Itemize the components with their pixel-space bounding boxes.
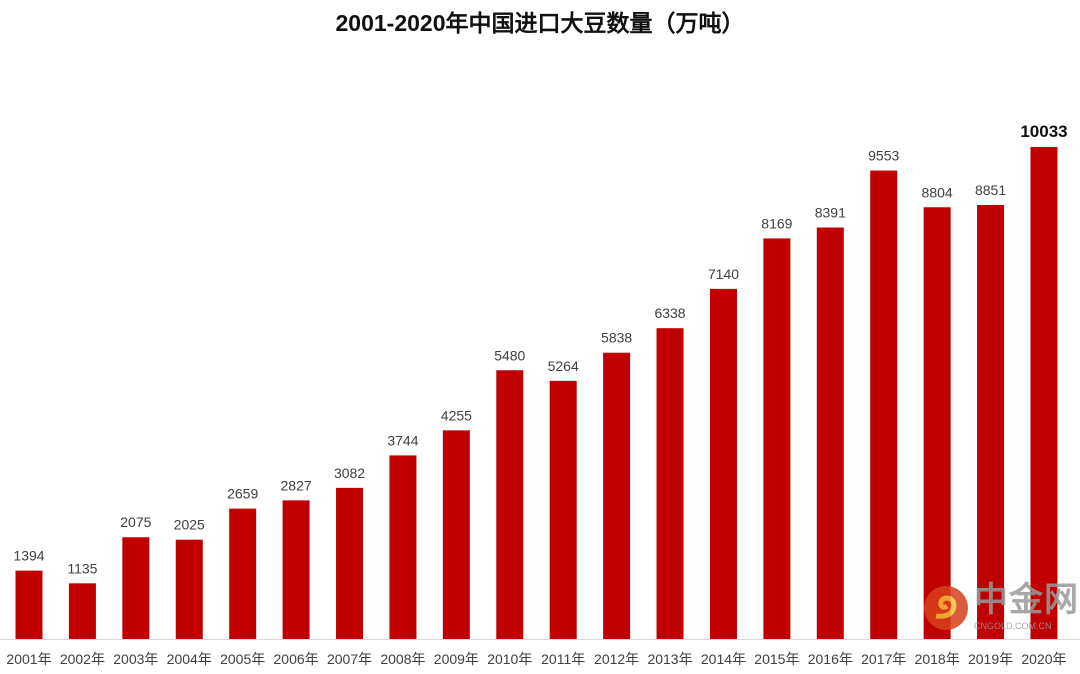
x-tick-label: 2009年 bbox=[434, 651, 479, 667]
bar bbox=[977, 204, 1005, 639]
watermark-sub: CNGOLD.COM.CN bbox=[974, 621, 1052, 631]
x-tick-label: 2015年 bbox=[754, 651, 799, 667]
bar bbox=[816, 227, 844, 639]
x-tick-label: 2013年 bbox=[647, 651, 692, 667]
bar bbox=[15, 570, 43, 639]
bar bbox=[603, 352, 631, 639]
data-label: 5838 bbox=[601, 330, 632, 346]
bar bbox=[122, 537, 150, 639]
data-label: 6338 bbox=[654, 305, 685, 321]
data-label: 1394 bbox=[13, 548, 44, 564]
x-tick-label: 2014年 bbox=[701, 651, 746, 667]
data-label: 5480 bbox=[494, 347, 525, 363]
data-label: 7140 bbox=[708, 266, 739, 282]
bar bbox=[870, 170, 898, 639]
x-tick-label: 2005年 bbox=[220, 651, 265, 667]
cloud-logo-icon bbox=[924, 586, 968, 630]
data-label: 2075 bbox=[120, 514, 151, 530]
x-tick-label: 2007年 bbox=[327, 651, 372, 667]
data-label: 2025 bbox=[174, 517, 205, 533]
bar bbox=[656, 328, 684, 639]
x-tick-label: 2018年 bbox=[915, 651, 960, 667]
x-tick-label: 2016年 bbox=[808, 651, 853, 667]
data-label: 1135 bbox=[67, 560, 97, 576]
x-tick-label: 2003年 bbox=[113, 651, 158, 667]
data-label: 3744 bbox=[387, 432, 418, 448]
data-label: 8391 bbox=[815, 205, 846, 221]
x-tick-label: 2002年 bbox=[60, 651, 105, 667]
bar bbox=[68, 583, 96, 639]
x-tick-label: 2012年 bbox=[594, 651, 639, 667]
bar bbox=[1030, 147, 1058, 639]
x-tick-label: 2010年 bbox=[487, 651, 532, 667]
x-tick-label: 2004年 bbox=[167, 651, 212, 667]
data-label: 8804 bbox=[922, 184, 953, 200]
bar bbox=[549, 380, 577, 639]
data-label: 8169 bbox=[761, 215, 792, 231]
bar bbox=[496, 370, 524, 639]
bar bbox=[442, 430, 470, 639]
bar bbox=[709, 288, 737, 639]
data-label: 2827 bbox=[281, 477, 312, 493]
watermark-logo: 中金网 CNGOLD.COM.CN bbox=[922, 582, 1078, 634]
data-label: 10033 bbox=[1020, 122, 1067, 141]
x-tick-label: 2020年 bbox=[1021, 651, 1066, 667]
x-tick-label: 2006年 bbox=[274, 651, 319, 667]
x-tick-label: 2008年 bbox=[380, 651, 425, 667]
bar bbox=[282, 500, 310, 639]
chart-title: 2001-2020年中国进口大豆数量（万吨） bbox=[335, 10, 745, 36]
data-label: 5264 bbox=[548, 358, 579, 374]
x-tick-label: 2017年 bbox=[861, 651, 906, 667]
bar bbox=[389, 455, 417, 639]
data-label: 3082 bbox=[334, 465, 365, 481]
x-tick-label: 2011年 bbox=[541, 651, 585, 667]
data-label: 8851 bbox=[975, 182, 1006, 198]
bar bbox=[175, 539, 203, 639]
x-tick-label: 2001年 bbox=[6, 651, 51, 667]
watermark-text: 中金网 bbox=[974, 581, 1079, 619]
x-tick-label: 2019年 bbox=[968, 651, 1013, 667]
bar bbox=[763, 238, 791, 639]
data-label: 4255 bbox=[441, 407, 472, 423]
bar bbox=[923, 207, 951, 639]
bar bbox=[229, 508, 257, 639]
data-label: 9553 bbox=[868, 148, 899, 164]
data-label: 2659 bbox=[227, 486, 258, 502]
bar bbox=[336, 487, 364, 639]
